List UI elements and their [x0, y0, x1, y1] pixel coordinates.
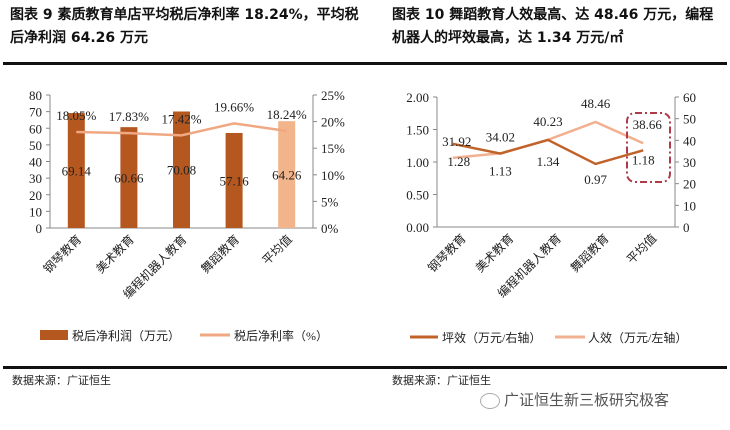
bottom-divider — [3, 366, 727, 369]
left-chart-line-label: 17.42% — [161, 111, 201, 126]
left-chart-bar — [225, 132, 243, 228]
left-legend-bar-label: 税后净利润（万元） — [72, 329, 180, 343]
left-chart-category-label: 美术教育 — [92, 232, 137, 277]
right-chart-category-label: 平均值 — [623, 231, 659, 267]
left-chart-bar — [67, 113, 85, 228]
left-chart-right-axis-tick-label: 25% — [321, 88, 345, 103]
left-chart-left-axis-tick-label: 80 — [29, 88, 42, 103]
left-chart-left-axis-tick-label: 70 — [29, 105, 42, 120]
right-chart-category-label: 美术教育 — [472, 231, 517, 276]
left-source: 数据来源：广证恒生 — [12, 374, 111, 387]
right-chart-right-axis-tick-label: 10 — [683, 198, 696, 213]
left-chart-left-axis-tick-label: 40 — [29, 155, 42, 170]
right-chart-area-label: 1.18 — [632, 152, 655, 167]
left-chart-right-axis-tick-label: 15% — [321, 141, 345, 156]
right-chart-area-efficiency-line — [452, 138, 644, 166]
left-chart-title: 图表 9 素质教育单店平均税后净利率 18.24%，平均税后净利润 64.26 … — [10, 7, 359, 46]
left-chart-bar-label: 60.66 — [114, 171, 144, 186]
left-chart-right-axis-tick-label: 10% — [321, 168, 345, 183]
left-chart-bar — [278, 121, 296, 228]
right-chart-left-axis-tick-label: 2.00 — [406, 90, 429, 105]
left-chart-line-label: 18.05% — [56, 108, 96, 123]
right-chart-left-axis-tick-label: 1.50 — [406, 123, 429, 138]
left-chart-bar-label: 64.26 — [272, 168, 302, 183]
left-chart-left-axis-tick-label: 60 — [29, 121, 42, 136]
right-chart-people-label: 31.92 — [442, 134, 471, 149]
left-chart-right-axis-tick-label: 5% — [321, 194, 339, 209]
right-chart-people-label: 48.46 — [581, 96, 611, 111]
right-chart-area-label: 0.97 — [584, 172, 607, 187]
right-chart-title: 图表 10 舞蹈教育人效最高、达 48.46 万元，编程机器人的坪效最高，达 1… — [392, 7, 714, 46]
right-chart-area-label: 1.13 — [489, 164, 512, 179]
left-chart-bar — [120, 127, 138, 228]
right-chart-left-axis-tick-label: 0.00 — [406, 220, 429, 235]
left-legend-bar-swatch — [40, 330, 68, 340]
right-chart-category-label: 钢琴教育 — [424, 231, 469, 276]
left-chart-left-axis-tick-label: 30 — [29, 171, 42, 186]
right-chart-right-axis-tick-label: 60 — [683, 90, 696, 105]
left-chart-line-label: 18.24% — [267, 107, 307, 122]
right-chart-people-label: 38.66 — [633, 117, 663, 132]
left-legend-line-label: 税后净利率（%） — [234, 328, 328, 343]
left-chart-left-axis-tick-label: 10 — [29, 204, 42, 219]
left-chart-line-label: 17.83% — [109, 109, 149, 124]
right-source: 数据来源：广证恒生 — [392, 374, 491, 387]
left-chart-category-label: 钢琴教育 — [40, 232, 85, 277]
left-chart-bar-label: 69.14 — [62, 164, 92, 179]
right-chart-people-label: 40.23 — [533, 114, 562, 129]
left-chart-bar — [173, 111, 190, 228]
left-chart-right-axis-tick-label: 0% — [321, 221, 339, 236]
right-chart-right-axis-tick-label: 30 — [683, 155, 696, 170]
left-chart-bar-label: 57.16 — [219, 173, 249, 188]
right-chart-area-label: 1.34 — [537, 154, 560, 169]
right-chart-right-axis-tick-label: 40 — [683, 133, 696, 148]
right-legend-area-label: 坪效（万元/右轴） — [442, 330, 541, 345]
wechat-icon — [480, 392, 500, 409]
left-chart-left-axis-tick-label: 20 — [29, 188, 42, 203]
right-chart-right-axis-tick-label: 50 — [683, 112, 696, 127]
watermark: 广证恒生新三板研究极客 — [480, 389, 669, 410]
left-chart-category-label: 舞蹈教育 — [198, 232, 243, 277]
left-chart-left-axis-tick-label: 50 — [29, 138, 42, 153]
right-chart-category-label: 舞蹈教育 — [567, 231, 612, 276]
top-divider — [3, 62, 727, 65]
right-chart-left-axis-tick-label: 1.00 — [406, 155, 429, 170]
watermark-text: 广证恒生新三板研究极客 — [504, 391, 670, 409]
left-chart-bar-label: 70.08 — [167, 163, 196, 178]
right-legend-people-label: 人效（万元/左轴） — [588, 330, 687, 345]
left-chart-category-label: 平均值 — [259, 232, 295, 268]
left-chart-right-axis-tick-label: 20% — [321, 115, 345, 130]
left-chart-line-label: 19.66% — [214, 99, 254, 114]
right-chart-area-label: 1.28 — [447, 154, 470, 169]
right-chart-people-label: 34.02 — [486, 129, 515, 144]
right-chart-left-axis-tick-label: 0.50 — [406, 188, 429, 203]
right-chart-highlight-box — [626, 112, 671, 183]
right-chart-right-axis-tick-label: 0 — [683, 220, 690, 235]
left-chart-left-axis-tick-label: 0 — [36, 221, 43, 236]
right-chart-right-axis-tick-label: 20 — [683, 177, 696, 192]
